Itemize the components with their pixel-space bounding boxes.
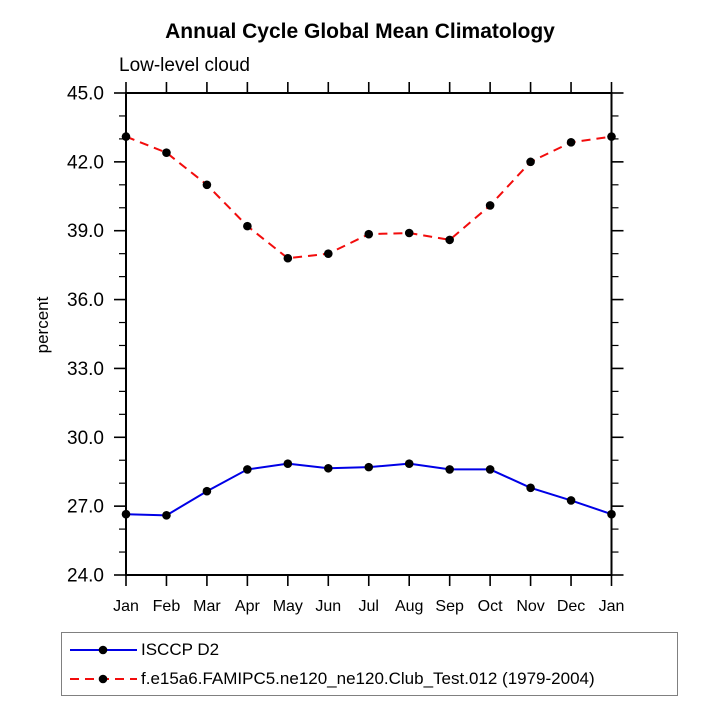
legend-marker-dot: [98, 674, 108, 683]
series-line-1: [125, 135, 612, 260]
chart-subtitle: Low-level cloud: [119, 55, 250, 76]
plot-frame: [125, 92, 613, 576]
x-tick-label: Jan: [599, 598, 625, 615]
x-tick-label: Nov: [516, 598, 544, 615]
x-tick-label: May: [273, 598, 303, 615]
data-point-1: [323, 249, 333, 258]
data-point-0: [121, 509, 131, 519]
x-tick-label: Oct: [478, 598, 503, 615]
x-tick-label: Mar: [193, 598, 221, 615]
x-tick-label: Jul: [359, 598, 379, 615]
data-point-0: [162, 511, 171, 520]
y-tick-label: 36.0: [67, 290, 104, 311]
data-point-1: [121, 132, 131, 141]
data-point-1: [404, 228, 414, 238]
y-tick-label: 33.0: [67, 359, 104, 380]
data-point-0: [283, 459, 293, 468]
legend-label-isccp: ISCCP D2: [141, 639, 220, 659]
data-point-0: [323, 463, 333, 473]
data-point-0: [243, 465, 252, 474]
legend-marker-dot: [98, 645, 108, 654]
y-tick-label: 39.0: [67, 221, 104, 242]
y-tick-label: 24.0: [67, 566, 104, 587]
data-point-0: [364, 462, 374, 472]
data-point-1: [364, 229, 374, 239]
data-point-0: [566, 496, 576, 505]
legend-label-model: f.e15a6.FAMIPC5.ne120_ne120.Club_Test.01…: [141, 668, 595, 688]
legend: ISCCP D2 f.e15a6.FAMIPC5.ne120_ne120.Clu…: [61, 632, 678, 696]
data-point-1: [607, 132, 616, 141]
y-tick-label: 27.0: [67, 497, 104, 518]
data-point-0: [485, 465, 495, 474]
data-point-1: [243, 221, 252, 231]
data-point-1: [485, 201, 495, 210]
data-point-0: [445, 465, 454, 474]
data-point-0: [607, 509, 616, 519]
legend-line-sample-solid: [70, 645, 137, 654]
data-point-1: [566, 138, 576, 147]
x-tick-label: Sep: [435, 598, 464, 615]
data-point-0: [526, 483, 535, 493]
data-point-1: [526, 157, 535, 167]
x-tick-label: Dec: [557, 598, 585, 615]
y-axis-label: percent: [33, 296, 52, 354]
x-tick-label: Apr: [235, 598, 261, 615]
y-tick-label: 30.0: [67, 428, 104, 449]
data-point-1: [445, 235, 454, 245]
x-tick-label: Jun: [315, 598, 341, 615]
x-tick-label: Aug: [395, 598, 423, 615]
x-tick-label: Feb: [153, 598, 181, 615]
legend-item-isccp: ISCCP D2: [62, 635, 677, 664]
legend-item-model: f.e15a6.FAMIPC5.ne120_ne120.Club_Test.01…: [62, 664, 677, 693]
data-point-0: [202, 486, 212, 496]
x-tick-label: Jan: [113, 598, 139, 615]
data-point-1: [202, 180, 212, 190]
y-tick-label: 45.0: [67, 84, 104, 105]
data-point-0: [404, 459, 414, 468]
data-point-1: [162, 148, 171, 157]
legend-line-sample-dashed: [70, 674, 137, 683]
data-point-1: [283, 253, 293, 263]
series-line-0: [125, 462, 612, 517]
chart-title: Annual Cycle Global Mean Climatology: [165, 20, 555, 43]
y-tick-label: 42.0: [67, 152, 104, 173]
